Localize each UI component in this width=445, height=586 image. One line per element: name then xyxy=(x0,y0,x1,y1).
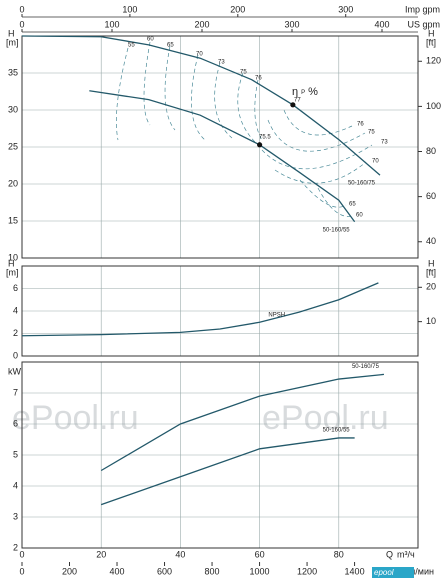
y-tick-label: 20 xyxy=(8,178,18,188)
x2-tick-label: 1400 xyxy=(345,566,365,576)
y-tick-label: 6 xyxy=(13,283,18,293)
x2-axis-label: л/мин xyxy=(410,566,434,576)
y-tick-label: 4 xyxy=(13,305,18,315)
series-label: 50-160/75 xyxy=(348,181,376,187)
top-tick-label: 100 xyxy=(122,4,137,14)
efficiency-label: 73 xyxy=(381,140,388,146)
series-label: 50-160/55 xyxy=(323,428,351,434)
efficiency-label: 55 xyxy=(128,43,135,49)
x-tick-label: 40 xyxy=(175,549,185,559)
y2-tick-label: 10 xyxy=(426,316,436,326)
x2-tick-label: 400 xyxy=(110,566,125,576)
logo-box xyxy=(372,567,414,578)
y-tick-label: 6 xyxy=(13,418,18,428)
x-tick-label: 20 xyxy=(96,549,106,559)
y2-tick-label: 80 xyxy=(426,146,436,156)
top-tick-label: 100 xyxy=(104,19,119,29)
plot-frame xyxy=(21,265,419,357)
y2-tick-label: 120 xyxy=(426,56,441,66)
efficiency-label: 76 xyxy=(255,76,262,82)
watermark: ePool.ru xyxy=(12,399,139,437)
annotation-part: η xyxy=(292,86,298,98)
efficiency-label: 75 xyxy=(240,70,247,76)
top-tick-label: 400 xyxy=(374,19,389,29)
efficiency-label: 73 xyxy=(218,60,225,66)
x2-tick-label: 0 xyxy=(19,566,24,576)
top-tick-label: 300 xyxy=(338,4,353,14)
y-axis-unit: [m] xyxy=(6,267,19,277)
x2-tick-label: 1200 xyxy=(297,566,317,576)
efficiency-label: 76 xyxy=(357,122,364,128)
watermark: ePool.ru xyxy=(262,399,389,437)
y-tick-label: 0 xyxy=(13,350,18,360)
y-tick-label: 25 xyxy=(8,141,18,151)
best-efficiency-point xyxy=(257,142,263,148)
x2-tick-label: 800 xyxy=(205,566,220,576)
efficiency-label: 75 xyxy=(368,130,375,136)
curve xyxy=(21,282,379,337)
plot-frame xyxy=(21,35,419,259)
x-tick-label: 80 xyxy=(334,549,344,559)
x2-tick-label: 600 xyxy=(157,566,172,576)
y2-tick-label: 20 xyxy=(426,282,436,292)
y2-tick-label: 100 xyxy=(426,101,441,111)
y2-tick-label: 60 xyxy=(426,191,436,201)
y-axis-label: H xyxy=(8,28,15,38)
curve xyxy=(100,437,355,506)
y-axis-unit: [m] xyxy=(6,37,19,47)
y2-axis-unit: [ft] xyxy=(426,37,436,47)
y-axis-label: kW xyxy=(8,366,22,376)
top-tick-label: 200 xyxy=(230,4,245,14)
efficiency-lines xyxy=(116,41,373,217)
top-tick-label: 300 xyxy=(284,19,299,29)
x2-tick-label: 1000 xyxy=(250,566,270,576)
annotation-part: % xyxy=(308,86,318,98)
curve xyxy=(100,373,385,472)
y-tick-label: 5 xyxy=(13,449,18,459)
curve xyxy=(21,35,381,176)
y2-tick-label: 40 xyxy=(426,236,436,246)
x-tick-label: 60 xyxy=(255,549,265,559)
y-tick-label: 35 xyxy=(8,67,18,77)
y-tick-label: 30 xyxy=(8,104,18,114)
x2-tick-label: 200 xyxy=(62,566,77,576)
y-tick-label: 10 xyxy=(8,252,18,262)
series-label: 50-160/75 xyxy=(352,364,380,370)
efficiency-label: 70 xyxy=(196,52,203,58)
y-axis-label: H xyxy=(8,258,15,268)
best-efficiency-point xyxy=(290,102,296,108)
top-axis-label: US gpm xyxy=(407,19,440,29)
efficiency-label: 77 xyxy=(294,98,301,104)
annotation: η P% xyxy=(292,86,318,98)
y2-axis-unit: [ft] xyxy=(426,267,436,277)
efficiency-label: 65 xyxy=(349,202,356,208)
x-tick-label: 0 xyxy=(19,549,24,559)
y-tick-label: 4 xyxy=(13,480,18,490)
series-label: NPSH xyxy=(268,312,285,318)
efficiency-label: 70 xyxy=(372,159,379,165)
y-tick-label: 3 xyxy=(13,511,18,521)
y-tick-label: 2 xyxy=(13,542,18,552)
top-tick-label: 200 xyxy=(194,19,209,29)
efficiency-label: 60 xyxy=(147,37,154,43)
logo: epool xyxy=(374,568,394,577)
x-axis-label: Q xyxy=(386,549,393,559)
y2-axis-label: H xyxy=(428,258,435,268)
plot-frame xyxy=(21,361,419,549)
efficiency-label: 60 xyxy=(356,213,363,219)
x-axis-unit: m³/ч xyxy=(397,549,415,559)
top-tick-label: 0 xyxy=(19,19,24,29)
top-axis-label: Imp gpm xyxy=(405,4,440,14)
efficiency-label: 65 xyxy=(167,43,174,49)
y-tick-label: 15 xyxy=(8,215,18,225)
top-tick-label: 0 xyxy=(19,4,24,14)
y-tick-label: 2 xyxy=(13,328,18,338)
curve xyxy=(89,90,356,223)
annotation-part: P xyxy=(301,90,305,96)
y2-axis-label: H xyxy=(428,28,435,38)
y-tick-label: 7 xyxy=(13,387,18,397)
series-label: 50-160/55 xyxy=(323,227,351,233)
efficiency-label: 75.5 xyxy=(259,135,271,141)
